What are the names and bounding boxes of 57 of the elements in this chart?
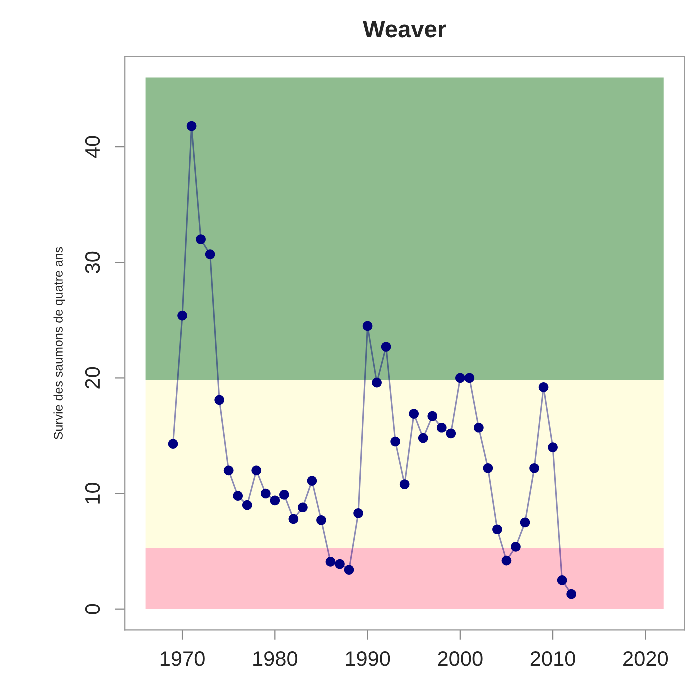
point xyxy=(372,378,382,388)
y-tick-label: 40 xyxy=(85,136,100,158)
point xyxy=(446,428,456,439)
chart-title: Weaver xyxy=(363,21,446,38)
point xyxy=(362,321,373,332)
point xyxy=(326,557,336,567)
point xyxy=(428,411,438,422)
point xyxy=(307,476,318,486)
point xyxy=(168,439,178,449)
point xyxy=(316,515,326,526)
point xyxy=(436,422,447,433)
point xyxy=(538,382,549,392)
point xyxy=(548,442,558,452)
point xyxy=(344,565,354,575)
x-tick-label: 1990 xyxy=(346,652,390,666)
point xyxy=(252,466,262,476)
point xyxy=(196,234,206,244)
x-tick-label: 2000 xyxy=(438,652,483,666)
point xyxy=(502,556,512,566)
point xyxy=(409,409,420,419)
point xyxy=(483,463,494,474)
point xyxy=(335,559,345,570)
point xyxy=(288,514,299,524)
point xyxy=(178,310,188,321)
point xyxy=(242,500,252,510)
point xyxy=(456,373,466,384)
point xyxy=(400,480,410,490)
point xyxy=(557,576,568,586)
point xyxy=(511,542,521,552)
y-tick-label: 10 xyxy=(85,483,100,504)
point xyxy=(270,496,280,506)
point xyxy=(280,490,290,500)
x-tick-label: 1970 xyxy=(160,652,205,666)
point xyxy=(205,250,216,260)
y-axis-title: Survie des saumons de quatre ans xyxy=(54,247,66,440)
point xyxy=(381,342,392,352)
x-tick-label: 2010 xyxy=(530,652,576,666)
point xyxy=(260,488,271,499)
y-tick-label: 20 xyxy=(85,367,100,389)
point xyxy=(233,491,244,501)
point xyxy=(464,373,475,384)
point xyxy=(520,518,530,528)
x-tick-label: 2020 xyxy=(624,652,668,666)
point xyxy=(474,422,484,433)
point xyxy=(298,502,308,513)
point xyxy=(390,436,400,447)
y-tick-label: 30 xyxy=(85,252,100,274)
point xyxy=(492,524,502,535)
point xyxy=(224,466,234,476)
x-tick-label: 1980 xyxy=(254,652,298,666)
point xyxy=(530,463,540,474)
point xyxy=(214,395,224,406)
point xyxy=(566,589,576,600)
point xyxy=(354,508,364,518)
point xyxy=(186,121,197,132)
point xyxy=(418,433,428,444)
y-tick-label: 0 xyxy=(85,604,100,614)
